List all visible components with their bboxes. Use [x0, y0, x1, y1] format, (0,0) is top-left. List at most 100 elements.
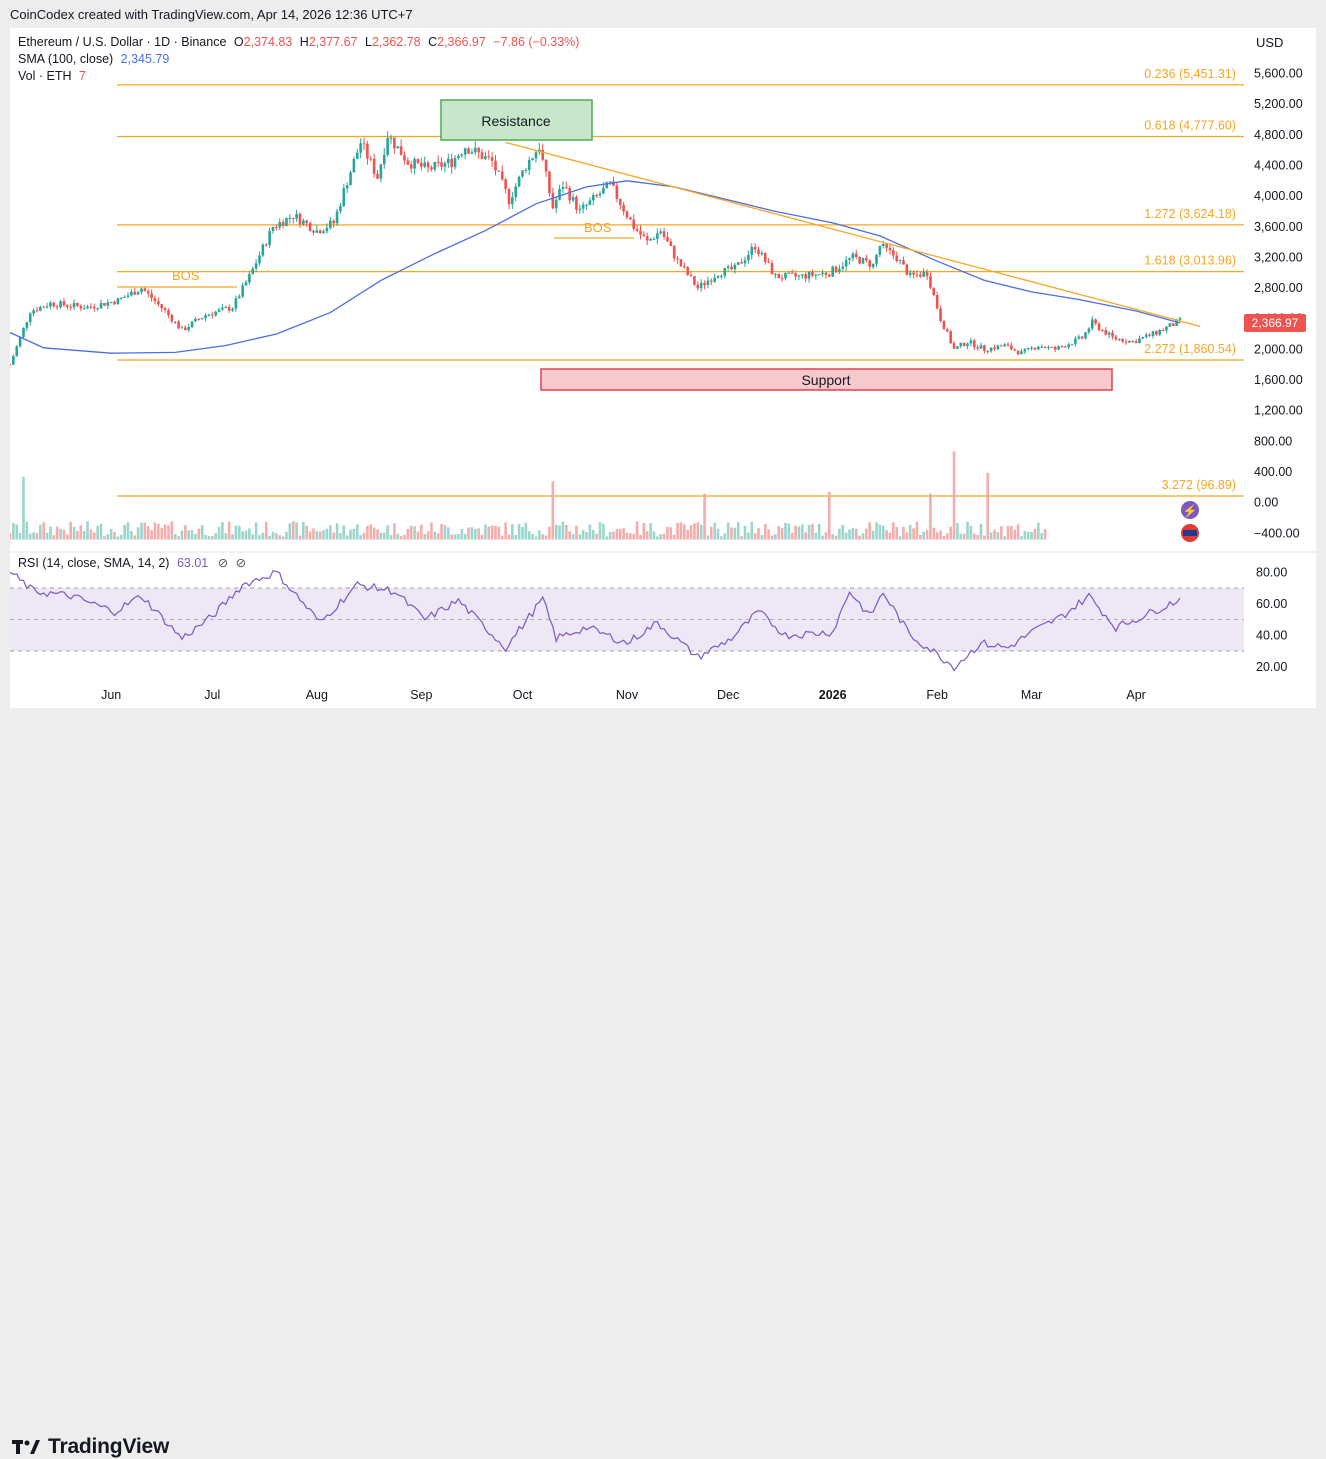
candle-body [868, 260, 872, 267]
candle-body [871, 263, 875, 267]
candle-body [922, 271, 925, 277]
volume-bar [224, 533, 228, 540]
volume-bar [69, 521, 72, 540]
candle-body [1171, 323, 1175, 326]
volume-bar [140, 522, 143, 540]
candle-body [706, 280, 710, 286]
candle-body [878, 246, 882, 255]
volume-bar [956, 523, 959, 540]
volume-bar [59, 528, 62, 540]
candle-body [116, 298, 120, 305]
candle-body [82, 308, 86, 310]
volume-bar [167, 525, 170, 540]
candle-body [1003, 344, 1006, 347]
candle-body [558, 189, 561, 200]
candle-body [753, 247, 757, 250]
top-bar: CoinCodex created with TradingView.com, … [0, 0, 1326, 28]
rsi-axis[interactable]: 80.00 60.00 40.00 20.00 [1256, 565, 1287, 674]
y-tick-label: 3,200.00 [1254, 250, 1303, 264]
candle-body [103, 303, 106, 306]
volume-bar [106, 534, 110, 540]
price-chart[interactable]: 0.236 (5,451.31) 0.618 (4,777.60) 1.272 (3… [8, 28, 1316, 708]
fib-label: 0.236 (5,451.31) [1144, 67, 1236, 81]
candle-body [541, 149, 545, 160]
candle-body [285, 217, 288, 226]
candle-body [470, 152, 474, 154]
volume-bar [686, 530, 689, 540]
volume-legend-label: Vol · ETH [18, 69, 72, 83]
candle-body [861, 258, 865, 264]
descending-trendline[interactable] [505, 141, 1201, 327]
candle-body [403, 155, 406, 161]
volume-bar [605, 536, 609, 540]
volume-bar [318, 531, 322, 540]
volume-bar [423, 533, 427, 540]
tradingview-logo[interactable]: TradingView [12, 1435, 169, 1459]
candle-body [278, 222, 282, 228]
candle-body [1077, 336, 1081, 339]
candle-body [716, 276, 720, 278]
volume-bar [494, 525, 497, 540]
low-label: L [365, 35, 372, 49]
flag-icon[interactable] [1181, 524, 1199, 542]
candle-body [42, 306, 46, 308]
candle-body [460, 154, 464, 156]
candle-body [804, 274, 807, 279]
volume-bar [750, 521, 754, 540]
volume-bar [362, 533, 366, 540]
candle-body [315, 230, 319, 233]
volume-bar [89, 529, 93, 540]
candle-body [379, 164, 383, 179]
candle-body [153, 298, 157, 302]
volume-bar [558, 525, 561, 540]
volume-bar [86, 521, 89, 540]
volume-bar [1020, 536, 1023, 540]
volume-bar [12, 523, 15, 540]
candle-body [136, 292, 140, 295]
volume-bar [143, 522, 147, 540]
volume-bar [1026, 531, 1030, 540]
volume-bar [72, 526, 76, 540]
volume-bar [177, 536, 180, 540]
volume-bar [949, 526, 952, 540]
chart-panel[interactable]: 0.236 (5,451.31) 0.618 (4,777.60) 1.272 (3… [8, 28, 1316, 708]
price-axis[interactable]: 5,600.00 5,200.00 4,800.00 4,400.00 4,000.00… [1254, 67, 1303, 541]
volume-bar [784, 522, 787, 540]
volume-bar [136, 527, 140, 540]
candle-body [187, 327, 190, 330]
candle-body [639, 230, 642, 235]
candle-body [96, 308, 99, 310]
volume-bar [504, 522, 507, 540]
support-zone[interactable] [540, 368, 1113, 391]
candle-body [163, 308, 167, 311]
candle-body [1097, 323, 1101, 330]
events-icon[interactable]: ⚡ [1181, 501, 1199, 519]
candle-body [298, 213, 302, 225]
volume-bar [55, 526, 59, 540]
resistance-zone[interactable] [440, 99, 593, 141]
candle-body [329, 220, 332, 228]
fib-levels: 0.236 (5,451.31) 0.618 (4,777.60) 1.272 (3… [117, 67, 1244, 497]
candle-body [406, 160, 410, 165]
candle-body [457, 155, 460, 159]
candle-body [1165, 326, 1168, 331]
time-axis[interactable]: Jun Jul Aug Sep Oct Nov Dec 2026 Feb Mar Apr [101, 688, 1146, 702]
candle-body [295, 213, 298, 219]
volume-bar [339, 533, 342, 540]
candle-body [55, 306, 59, 308]
candle-body [551, 193, 555, 209]
candle-body [113, 301, 116, 305]
y-tick-label: 1,200.00 [1254, 404, 1303, 418]
volume-bar [393, 523, 396, 540]
currency-label[interactable]: USD [1256, 35, 1283, 50]
candle-body [15, 346, 19, 357]
volume-bar [683, 524, 686, 540]
candle-body [976, 347, 979, 349]
volume-bar [130, 531, 133, 540]
candle-body [1124, 341, 1128, 343]
y-tick-label: 2,800.00 [1254, 281, 1303, 295]
volume-bar [123, 524, 126, 540]
candle-body [62, 301, 66, 306]
volume-bar [103, 536, 106, 540]
candle-body [362, 143, 366, 145]
